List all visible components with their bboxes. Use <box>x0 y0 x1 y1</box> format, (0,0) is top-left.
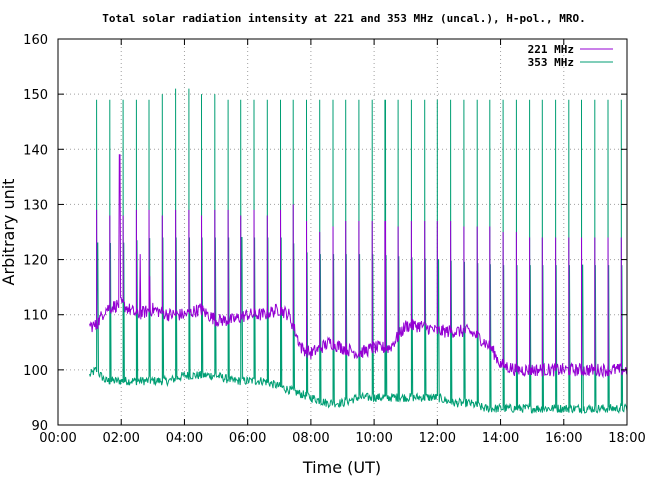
plot-frame <box>57 38 628 426</box>
y-tick-label: 150 <box>23 88 48 103</box>
x-tick-label: 18:00 <box>608 431 645 446</box>
axis-ticks <box>57 38 628 426</box>
x-tick-label: 08:00 <box>292 431 329 446</box>
tick-labels: 00:00 02:00 04:00 06:00 08:00 10:00 12:00 14:00… <box>23 33 646 446</box>
series-353mhz-line <box>89 88 628 415</box>
y-tick-label: 110 <box>23 309 48 324</box>
grid-lines <box>58 39 627 425</box>
x-tick-label: 02:00 <box>102 431 139 446</box>
y-tick-label: 130 <box>23 198 48 213</box>
chart-title: Total solar radiation intensity at 221 a… <box>102 12 585 25</box>
y-tick-label: 100 <box>23 364 48 379</box>
x-tick-label: 14:00 <box>482 431 519 446</box>
x-tick-label: 16:00 <box>545 431 582 446</box>
series-221mhz-line <box>89 154 628 379</box>
x-tick-label: 06:00 <box>229 431 266 446</box>
series-lines <box>89 88 628 415</box>
x-tick-label: 04:00 <box>166 431 203 446</box>
x-tick-label: 12:00 <box>419 431 456 446</box>
y-axis-label: Arbitrary unit <box>0 179 18 286</box>
legend-label: 221 MHz <box>528 43 574 56</box>
x-axis-label: Time (UT) <box>302 458 381 477</box>
x-tick-label: 00:00 <box>39 431 76 446</box>
legend-label: 353 MHz <box>528 56 574 69</box>
y-tick-label: 120 <box>23 254 48 269</box>
y-tick-label: 90 <box>31 419 48 434</box>
y-tick-label: 140 <box>23 143 48 158</box>
y-tick-label: 160 <box>23 33 48 48</box>
x-tick-label: 10:00 <box>355 431 392 446</box>
